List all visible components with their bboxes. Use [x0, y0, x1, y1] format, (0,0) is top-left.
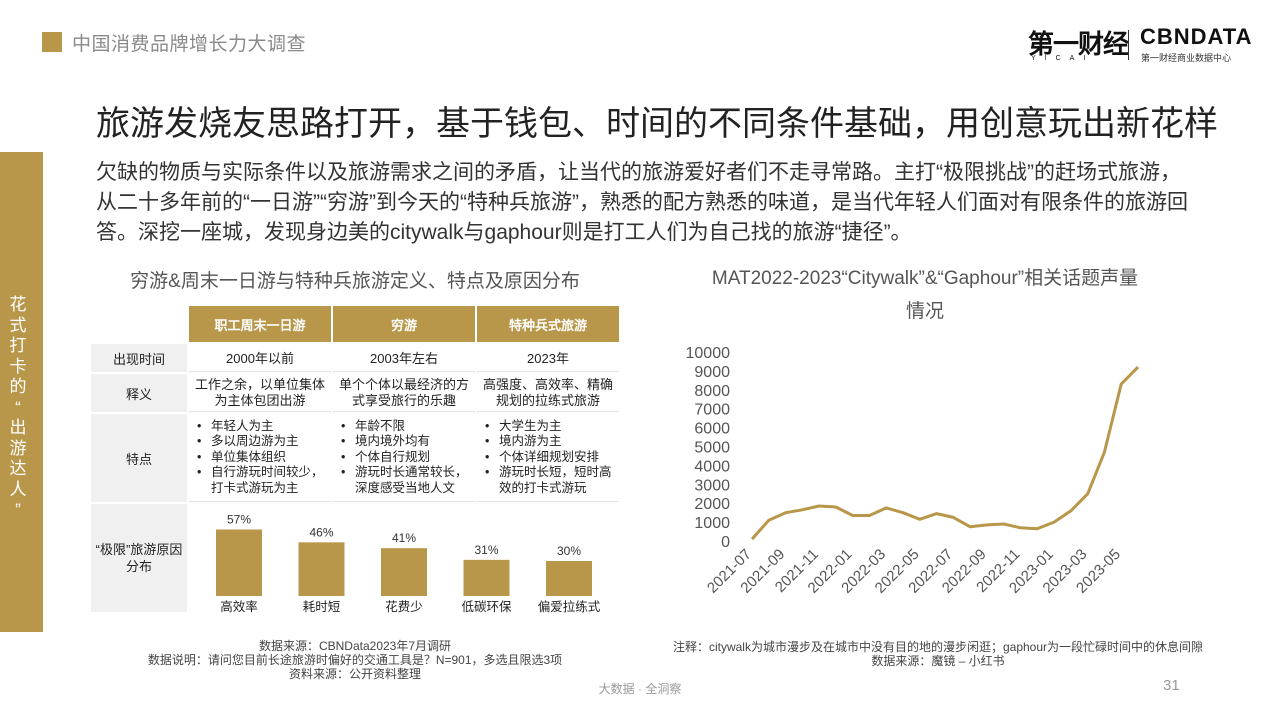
sidebar-char: 卡	[9, 356, 27, 376]
y-tick-label: 0	[721, 534, 730, 551]
series-line	[750, 366, 1140, 541]
footnote-annotation: 注释：citywalk为城市漫步及在城市中没有目的地的漫步闲逛；gaphour为…	[672, 640, 1204, 654]
left-section-title: 穷游&周末一日游与特种兵旅游定义、特点及原因分布	[130, 271, 580, 292]
report-title: 中国消费品牌增长力大调查	[72, 34, 307, 55]
list-item: 年龄不限	[341, 419, 471, 435]
bar	[381, 548, 427, 596]
bar-category-label: 花费少	[385, 599, 423, 614]
list-item: 游玩时长短，短时高效的打卡式游玩	[485, 465, 615, 496]
y-tick-label: 7000	[694, 402, 730, 419]
footnote-source: 数据来源：CBNData2023年7月调研	[258, 639, 452, 653]
list-item: 个体详细规划安排	[485, 450, 615, 466]
section-sidebar	[0, 152, 43, 632]
list-item: 年轻人为主	[197, 419, 327, 435]
y-tick-label: 9000	[694, 364, 730, 381]
y-tick-label: 3000	[694, 477, 730, 494]
footnote-material: 资料来源：公开资料整理	[288, 667, 421, 681]
sidebar-char: “	[15, 397, 21, 417]
feature-list: 年轻人为主 多以周边游为主 单位集体组织 自行游玩时间较少，打卡式游玩为主	[189, 419, 331, 497]
table-cell: 年轻人为主 多以周边游为主 单位集体组织 自行游玩时间较少，打卡式游玩为主	[189, 414, 331, 502]
lead-paragraph: 欠缺的物质与实际条件以及旅游需求之间的矛盾，让当代的旅游爱好者们不走寻常路。主打…	[96, 161, 1188, 244]
left-footnotes: 数据来源：CBNData2023年7月调研 数据说明：请问您目前长途旅游时偏好的…	[95, 639, 615, 681]
footnote-note: 数据说明：请问您目前长途旅游时偏好的交通工具是？N=901，多选且限选3项	[147, 653, 563, 667]
table-corner	[91, 306, 187, 342]
bar-value-label: 57%	[227, 513, 251, 527]
bar-value-label: 41%	[392, 531, 416, 545]
sidebar-char: 打	[9, 336, 27, 355]
footnote-source: 数据来源：魔镜 – 小红书	[871, 654, 1005, 668]
bar-category-label: 偏爱拉练式	[538, 599, 601, 614]
y-tick-label: 4000	[694, 458, 730, 475]
bar	[546, 561, 592, 596]
feature-list: 大学生为主 境内游为主 个体详细规划安排 游玩时长短，短时高效的打卡式游玩	[477, 419, 619, 497]
sidebar-char: ”	[15, 500, 21, 519]
table-cell: 2023年	[477, 344, 619, 372]
bar-category-label: 耗时短	[303, 600, 341, 614]
list-item: 多以周边游为主	[197, 434, 327, 450]
y-tick-label: 6000	[694, 421, 730, 438]
header-accent-square	[42, 32, 62, 52]
y-tick-label: 8000	[694, 383, 730, 400]
y-tick-label: 2000	[694, 496, 730, 513]
col-header-2: 穷游	[333, 306, 475, 342]
list-item: 游玩时长通常较长，深度感受当地人文	[341, 465, 471, 496]
list-item: 境内境外均有	[341, 434, 471, 450]
bar	[216, 529, 262, 596]
sidebar-char: 式	[9, 315, 27, 335]
feature-list: 年龄不限 境内境外均有 个体自行规划 游玩时长通常较长，深度感受当地人文	[333, 419, 475, 497]
table-cell: 高强度、高效率、精确规划的拉练式旅游	[477, 374, 619, 412]
bar-value-label: 46%	[309, 525, 333, 539]
col-header-3: 特种兵式旅游	[477, 306, 619, 342]
list-item: 自行游玩时间较少，打卡式游玩为主	[197, 465, 327, 496]
bar	[463, 559, 510, 596]
y-tick-label: 1000	[694, 515, 730, 532]
footer-tagline: 大数据 · 全洞察	[598, 682, 682, 696]
yicai-logo-sub: YICAI	[1031, 55, 1095, 62]
sidebar-char: 游	[9, 438, 27, 458]
cbndata-logo-sub: 第一财经商业数据中心	[1141, 53, 1232, 63]
reason-bar-chart: 57% 高效率 46% 耗时短 41% 花费少 31% 低碳环保 30% 偏爱拉练式	[216, 513, 601, 614]
row-header-features: 特点	[91, 414, 187, 502]
col-header-1: 职工周末一日游	[189, 306, 331, 342]
page-number: 31	[1163, 677, 1180, 694]
yicai-logo: 第一财经	[1028, 29, 1129, 59]
bar-category-label: 高效率	[220, 599, 258, 614]
table-cell: 年龄不限 境内境外均有 个体自行规划 游玩时长通常较长，深度感受当地人文	[333, 414, 475, 502]
bar-value-label: 30%	[557, 544, 581, 558]
list-item: 个体自行规划	[341, 450, 471, 466]
table-cell: 单个个体以最经济的方式享受旅行的乐趣	[333, 374, 475, 412]
table-cell: 2000年以前	[189, 344, 331, 372]
sidebar-char: 人	[9, 479, 27, 499]
sidebar-char: 出	[9, 418, 27, 437]
row-header-time: 出现时间	[91, 344, 187, 372]
list-item: 大学生为主	[485, 419, 615, 435]
cbndata-logo: CBNDATA	[1140, 24, 1253, 49]
logo-divider	[1128, 30, 1129, 60]
right-footnotes: 注释：citywalk为城市漫步及在城市中没有目的地的漫步闲逛；gaphour为…	[668, 640, 1208, 668]
y-tick-label: 5000	[694, 440, 730, 457]
bar	[298, 542, 345, 596]
row-header-meaning: 释义	[91, 374, 187, 412]
list-item: 境内游为主	[485, 434, 615, 450]
list-item: 单位集体组织	[197, 450, 327, 466]
sidebar-char: 达	[9, 459, 27, 478]
page-headline: 旅游发烧友思路打开，基于钱包、时间的不同条件基础，用创意玩出新花样	[96, 105, 1218, 143]
sidebar-label: 花式打卡的 “出游达人”	[0, 295, 36, 521]
table-cell: 大学生为主 境内游为主 个体详细规划安排 游玩时长短，短时高效的打卡式游玩	[477, 414, 619, 502]
table-cell: 2003年左右	[333, 344, 475, 372]
row-header-reasons: “极限”旅游原因分布	[91, 504, 187, 612]
table-cell: 工作之余，以单位集体为主体包团出游	[189, 374, 331, 412]
y-tick-label: 10000	[686, 345, 731, 362]
bar-value-label: 31%	[474, 543, 498, 557]
bar-category-label: 低碳环保	[461, 600, 512, 614]
sidebar-char: 的	[9, 377, 27, 396]
right-section-title: MAT2022-2023“Citywalk”&“Gaphour”相关话题声量情况	[711, 268, 1139, 322]
sidebar-char: 花	[9, 295, 27, 314]
